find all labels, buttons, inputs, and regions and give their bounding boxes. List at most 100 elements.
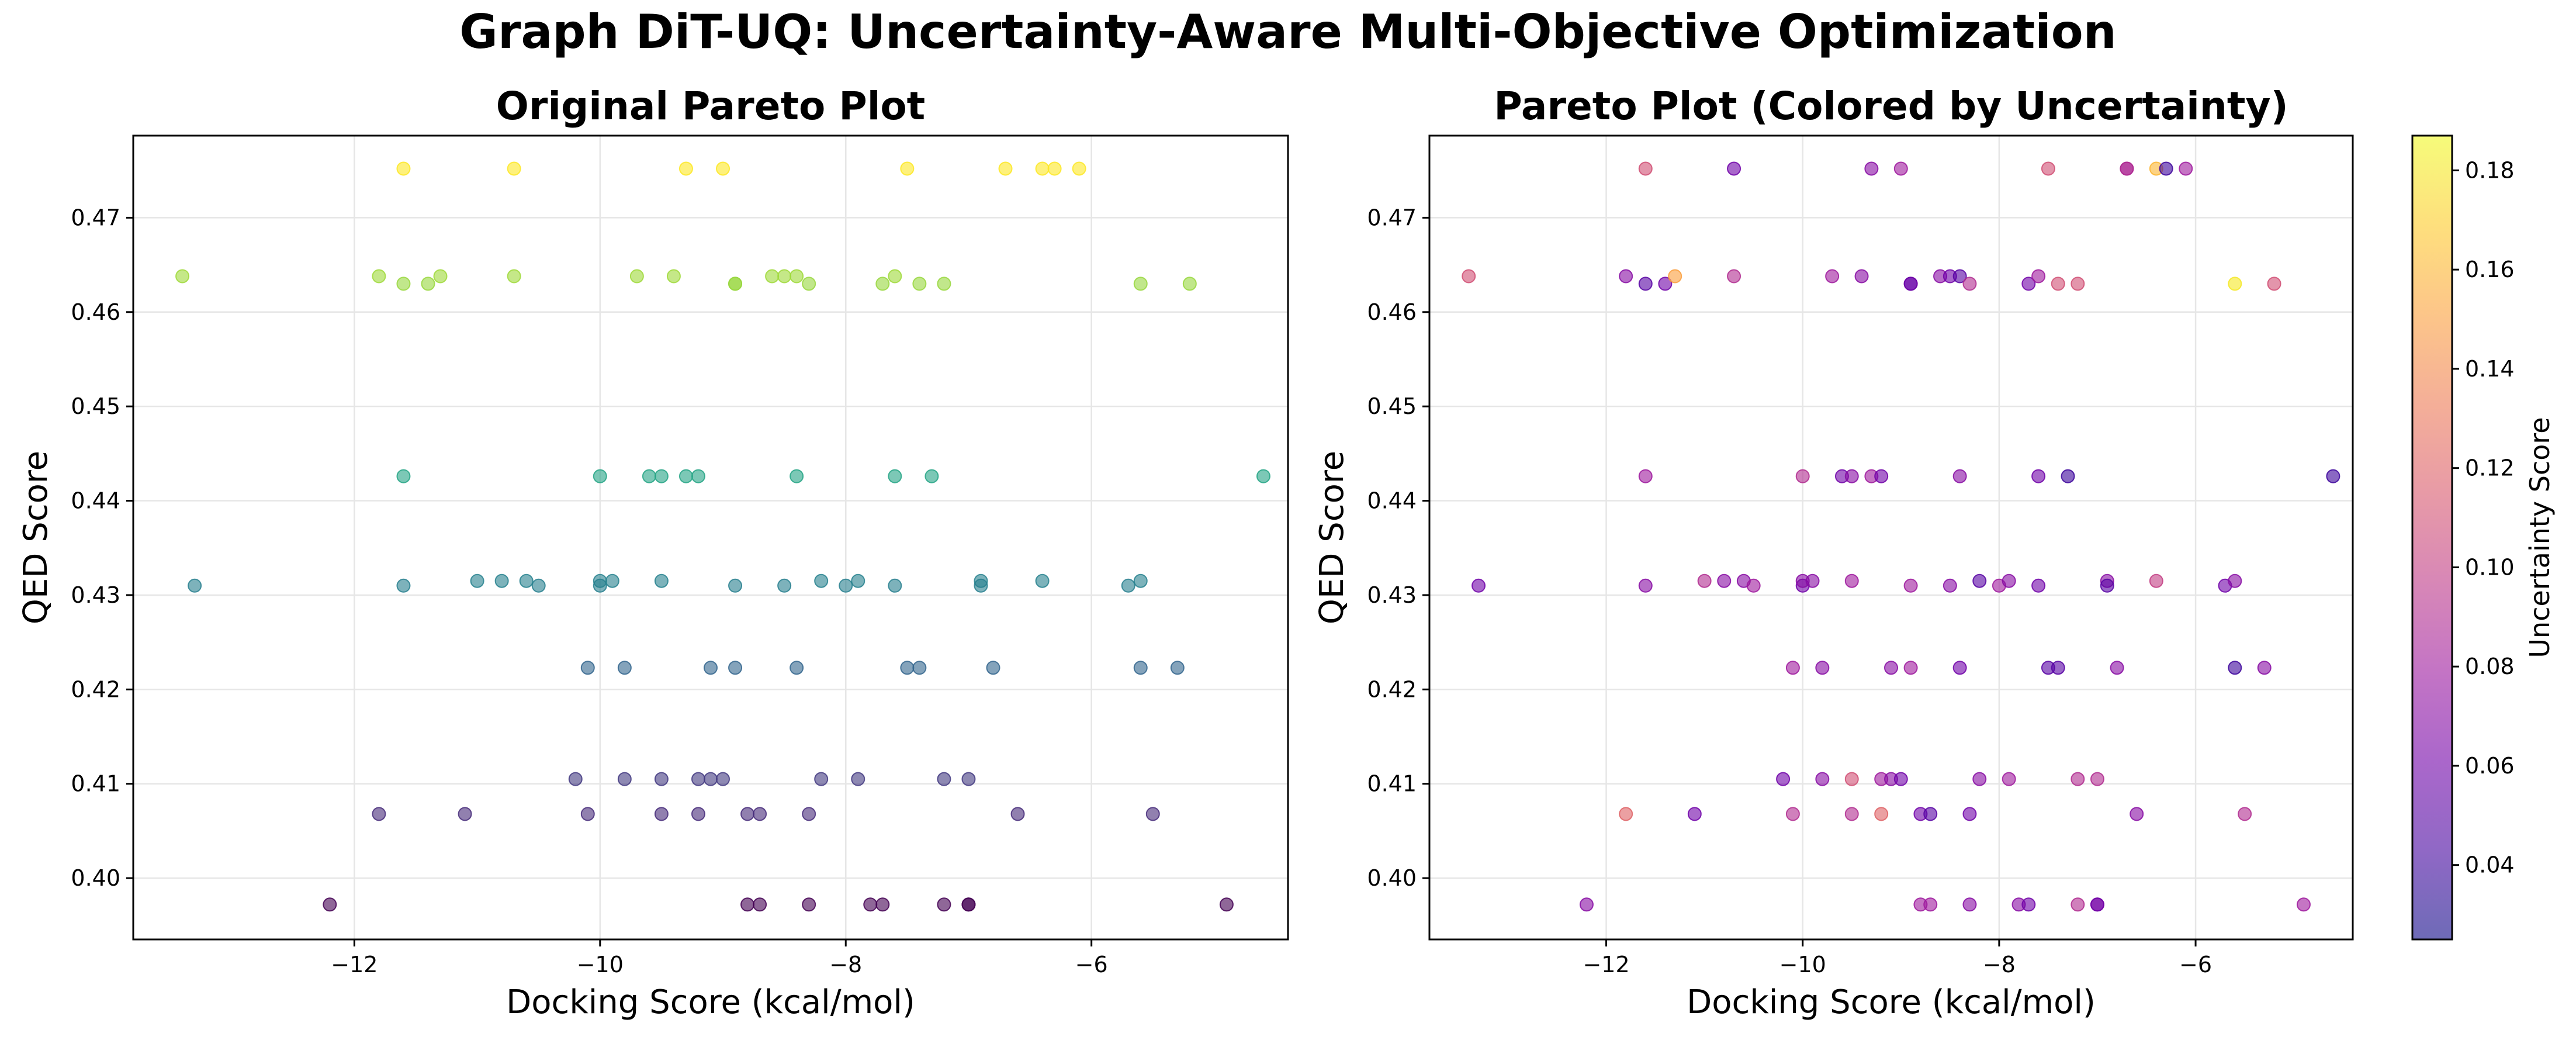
- axes-frame: [132, 134, 1289, 941]
- data-point: [753, 897, 767, 912]
- y-tick-label: 0.47: [1367, 205, 1417, 230]
- x-tick-label: −6: [1075, 952, 1108, 977]
- data-point: [790, 269, 804, 284]
- data-point: [740, 897, 755, 912]
- data-point: [961, 897, 976, 912]
- data-point: [1815, 772, 1830, 786]
- data-point: [1579, 897, 1594, 912]
- data-point: [1727, 161, 1741, 176]
- data-point: [1844, 772, 1859, 786]
- data-point: [1962, 277, 1977, 291]
- data-point: [1746, 578, 1761, 593]
- uncertainty-colorbar: 0.04 0.06 0.08 0.10 0.12 0.14 0.16 0.18 Uncertai…: [2411, 134, 2556, 941]
- data-point: [1795, 469, 1810, 483]
- data-point: [2267, 277, 2281, 291]
- data-point: [1785, 807, 1800, 821]
- x-tick-label: −10: [577, 952, 624, 977]
- colorbar-tick-label: 0.10: [2465, 554, 2515, 580]
- data-point: [396, 277, 411, 291]
- data-point: [875, 277, 890, 291]
- x-tick-label: −8: [829, 952, 862, 977]
- data-point: [1874, 469, 1889, 483]
- data-point: [2326, 469, 2340, 483]
- x-tick-label: −10: [1779, 952, 1826, 977]
- data-point: [912, 661, 927, 675]
- data-point: [863, 897, 878, 912]
- data-point: [1638, 277, 1653, 291]
- data-point: [1854, 269, 1869, 284]
- colorbar-label: Uncertainty Score: [2524, 417, 2556, 658]
- colorbar-tick-label: 0.12: [2465, 455, 2515, 481]
- data-point: [2051, 661, 2065, 675]
- data-point: [1687, 807, 1702, 821]
- data-point: [1638, 161, 1653, 176]
- data-point: [580, 661, 595, 675]
- data-point: [998, 161, 1013, 176]
- colorbar-tick-label: 0.14: [2465, 356, 2515, 382]
- data-point: [2041, 161, 2055, 176]
- data-point: [666, 269, 681, 284]
- y-axis-label: QED Score: [17, 451, 55, 624]
- colorbar-gradient: [2411, 134, 2453, 941]
- y-tick-label: 0.40: [1367, 865, 1417, 891]
- data-point: [1668, 269, 1682, 284]
- data-point: [802, 277, 816, 291]
- data-point: [1844, 573, 1859, 588]
- data-point: [1844, 807, 1859, 821]
- data-point: [2296, 897, 2311, 912]
- colorbar-tick-label: 0.04: [2465, 852, 2515, 878]
- data-point: [175, 269, 190, 284]
- data-point: [2149, 573, 2163, 588]
- data-point: [2090, 897, 2104, 912]
- data-point: [605, 573, 619, 588]
- data-point: [654, 807, 669, 821]
- data-point: [470, 573, 484, 588]
- data-point: [728, 277, 743, 291]
- data-point: [396, 469, 411, 483]
- y-tick-label: 0.40: [71, 865, 120, 891]
- data-point: [716, 161, 730, 176]
- data-point: [888, 469, 902, 483]
- data-point: [961, 772, 976, 786]
- y-tick-label: 0.46: [1367, 299, 1417, 325]
- data-point: [1805, 573, 1820, 588]
- data-point: [1874, 807, 1889, 821]
- y-tick-label: 0.45: [1367, 393, 1417, 419]
- data-point: [1943, 578, 1957, 593]
- data-point: [716, 772, 730, 786]
- data-point: [765, 269, 780, 284]
- data-point: [900, 161, 915, 176]
- data-point: [753, 807, 767, 821]
- data-point: [2021, 277, 2036, 291]
- data-point: [2130, 807, 2144, 821]
- data-point: [790, 661, 804, 675]
- data-point: [1638, 469, 1653, 483]
- x-tick-label: −6: [2179, 952, 2212, 977]
- data-point: [507, 161, 521, 176]
- data-point: [1658, 277, 1673, 291]
- data-point: [900, 661, 915, 675]
- data-point: [507, 269, 521, 284]
- data-point: [2100, 578, 2114, 593]
- data-point: [2090, 772, 2104, 786]
- data-point: [1815, 661, 1830, 675]
- panel-title: Pareto Plot (Colored by Uncertainty): [1494, 84, 2288, 129]
- data-point: [642, 469, 656, 483]
- x-tick-label: −8: [1983, 952, 2016, 977]
- data-point: [875, 897, 890, 912]
- data-point: [1462, 269, 1476, 284]
- data-point: [323, 897, 337, 912]
- data-point: [1903, 277, 1918, 291]
- data-point: [1717, 573, 1732, 588]
- data-point: [372, 807, 386, 821]
- data-point: [580, 807, 595, 821]
- data-point: [777, 578, 792, 593]
- colorbar-tick-label: 0.16: [2465, 257, 2515, 282]
- data-point: [2031, 578, 2046, 593]
- data-point: [728, 661, 743, 675]
- data-point: [1145, 807, 1160, 821]
- data-point: [593, 469, 607, 483]
- data-point: [2051, 277, 2065, 291]
- y-tick-label: 0.43: [71, 582, 120, 608]
- data-point: [1864, 161, 1879, 176]
